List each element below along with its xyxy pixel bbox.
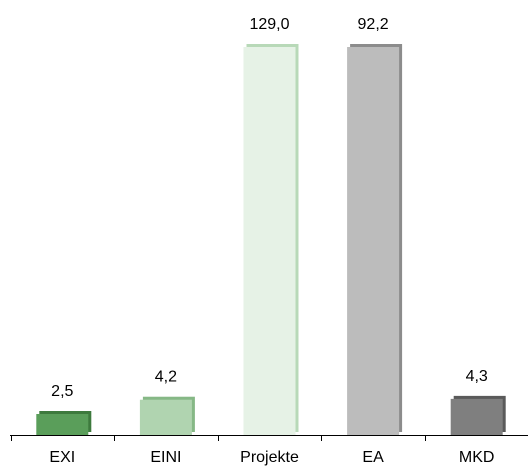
bars-group bbox=[36, 44, 506, 435]
value-label-ea: 92,2 bbox=[358, 16, 389, 33]
value-label-exi: 2,5 bbox=[51, 383, 73, 400]
category-label-projekte: Projekte bbox=[240, 449, 299, 466]
bar-eini bbox=[139, 399, 192, 435]
category-labels-group: EXI EINI Projekte EA MKD bbox=[49, 449, 494, 466]
value-label-mkd: 4,3 bbox=[466, 368, 488, 385]
category-label-ea: EA bbox=[362, 449, 384, 466]
bar-mkd bbox=[450, 398, 503, 435]
bar-projekte bbox=[243, 47, 296, 435]
value-label-eini: 4,2 bbox=[155, 369, 177, 386]
value-label-projekte: 129,0 bbox=[249, 16, 289, 33]
category-label-exi: EXI bbox=[49, 449, 75, 466]
x-axis-ticks bbox=[11, 435, 426, 441]
category-label-mkd: MKD bbox=[459, 449, 495, 466]
category-label-eini: EINI bbox=[150, 449, 181, 466]
bar-exi bbox=[36, 414, 89, 435]
bar-ea bbox=[347, 47, 400, 435]
value-labels-group: 2,5 4,2 129,0 92,2 4,3 bbox=[51, 16, 488, 400]
